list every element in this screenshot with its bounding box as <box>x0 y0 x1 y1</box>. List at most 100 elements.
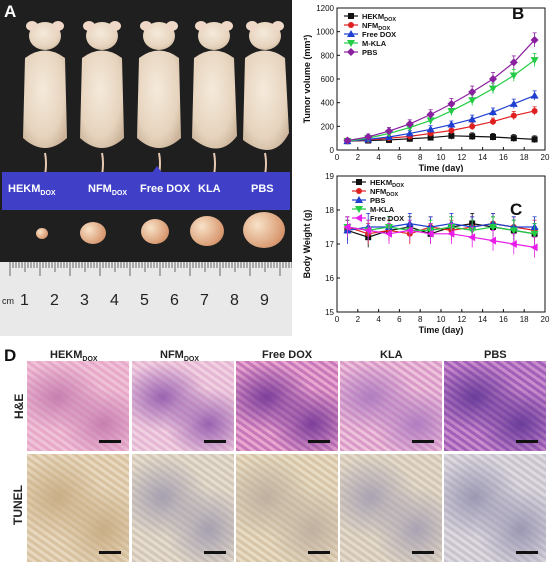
x-tick-label: 2 <box>356 315 361 324</box>
ruler-number: 3 <box>80 292 89 309</box>
y-tick-label: 15 <box>325 308 334 317</box>
x-tick-label: 2 <box>356 153 361 162</box>
mouse-1 <box>23 21 67 189</box>
y-tick-label: 1000 <box>316 28 334 37</box>
data-point <box>385 229 392 238</box>
histology-tunel-3 <box>236 454 338 562</box>
histology-he-1 <box>27 361 129 451</box>
series-line <box>347 59 535 142</box>
data-point <box>426 117 435 125</box>
x-tick-label: 8 <box>418 315 423 324</box>
diamond-arrow-icon <box>142 166 172 206</box>
series-line <box>347 222 535 231</box>
x-tick-label: 20 <box>541 315 550 324</box>
body-weight-chart: 0 2 4 6 8 10 12 14 16 18 20 15 16 17 18 19 Time (day) Bod… <box>296 170 553 335</box>
histology-tunel-5 <box>444 454 546 562</box>
group-label-nfm: NFMDOX <box>88 183 127 198</box>
ruler-unit: cm <box>2 296 14 306</box>
data-point <box>448 132 455 139</box>
scale-bar <box>99 551 121 554</box>
series-line <box>347 95 535 142</box>
scale-bar <box>412 440 434 443</box>
data-point <box>448 127 455 134</box>
y-axis-label: Tumor volume (mm³) <box>302 35 312 124</box>
histology-tunel-2 <box>132 454 234 562</box>
data-point <box>426 125 435 133</box>
data-point <box>426 110 435 119</box>
y-tick-label: 16 <box>325 274 334 283</box>
ruler-number: 8 <box>230 292 239 309</box>
x-tick-label: 0 <box>335 153 340 162</box>
scale-bar <box>99 440 121 443</box>
tumor-1 <box>36 228 48 239</box>
histology-he-4 <box>340 361 442 451</box>
series-pbs <box>343 32 539 145</box>
data-point <box>447 99 456 108</box>
ruler-number: 9 <box>260 292 269 309</box>
legend-entry: NFMDOX <box>370 187 399 198</box>
col-head-nfm: NFMDOX <box>160 349 199 364</box>
x-tick-label: 16 <box>499 315 508 324</box>
data-point <box>509 72 518 80</box>
scale-bar <box>412 551 434 554</box>
scale-bar <box>516 551 538 554</box>
mice-illustration <box>23 21 289 189</box>
x-tick-label: 6 <box>397 315 402 324</box>
data-point <box>347 48 355 56</box>
x-tick-label: 18 <box>520 153 529 162</box>
y-tick-label: 17 <box>325 240 334 249</box>
ruler-number: 1 <box>20 292 29 309</box>
data-point <box>447 107 456 115</box>
data-point <box>426 229 434 238</box>
data-point <box>405 226 413 235</box>
series-line <box>347 39 536 142</box>
y-tick-label: 600 <box>321 75 335 84</box>
histology-he-5 <box>444 361 546 451</box>
data-point <box>385 127 393 136</box>
data-point <box>468 115 477 123</box>
x-tick-label: 10 <box>437 153 446 162</box>
data-point <box>468 97 477 105</box>
data-point <box>356 179 362 185</box>
scale-bar <box>308 440 330 443</box>
tumor-2 <box>80 222 106 244</box>
legend-entry: PBS <box>370 196 385 205</box>
x-tick-label: 4 <box>376 315 381 324</box>
data-point <box>468 233 476 242</box>
data-point <box>510 112 517 119</box>
histology-he-3 <box>236 361 338 451</box>
data-point <box>510 135 517 142</box>
data-point <box>405 129 414 137</box>
data-point <box>530 230 539 238</box>
mouse-3 <box>137 21 181 189</box>
legend-entry: HEKMDOX <box>370 178 404 189</box>
data-point <box>347 30 355 37</box>
data-point <box>489 108 497 116</box>
legend-entry: M-KLA <box>362 39 387 48</box>
ruler <box>0 262 292 336</box>
data-point <box>343 223 351 231</box>
x-tick-label: 14 <box>478 153 487 162</box>
data-point <box>530 243 538 252</box>
x-tick-label: 12 <box>457 315 466 324</box>
histology-tunel-4 <box>340 454 442 562</box>
x-tick-label: 10 <box>437 315 446 324</box>
legend-entry: HEKMDOX <box>362 12 396 23</box>
data-point <box>469 133 476 140</box>
col-head-pbs: PBS <box>484 349 507 361</box>
x-tick-label: 20 <box>541 153 550 162</box>
data-point <box>356 188 362 194</box>
y-tick-label: 0 <box>330 146 335 155</box>
y-tick-label: 1200 <box>316 4 334 13</box>
y-tick-label: 18 <box>325 206 334 215</box>
ruler-number: 5 <box>140 292 149 309</box>
data-point <box>489 75 497 83</box>
data-point <box>468 88 477 97</box>
histology-he-2 <box>132 361 234 451</box>
data-point <box>469 123 476 130</box>
tumor-3 <box>141 219 169 244</box>
ruler-number: 4 <box>110 292 119 309</box>
series-line <box>347 226 535 235</box>
x-tick-label: 16 <box>499 153 508 162</box>
